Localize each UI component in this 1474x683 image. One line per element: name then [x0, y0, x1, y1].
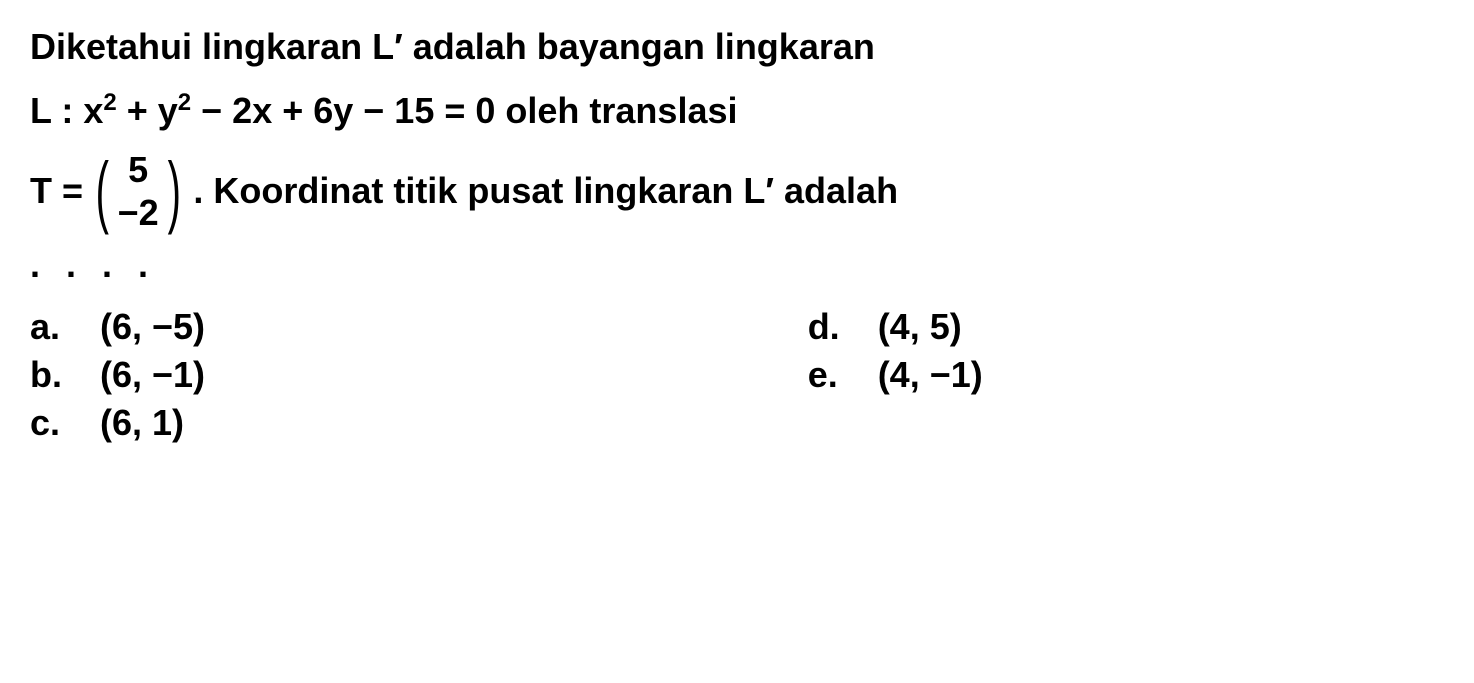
eq-sup-1: 2: [103, 89, 116, 116]
option-letter-a: a.: [30, 306, 100, 348]
option-value-b: (6, −1): [100, 354, 205, 396]
matrix-top: 5: [128, 148, 148, 191]
option-b: b. (6, −1): [30, 354, 808, 396]
t-equals: T =: [30, 164, 83, 218]
eq-prefix: L : x: [30, 90, 103, 131]
line3-suffix: . Koordinat titik pusat lingkaran L′ ada…: [193, 164, 898, 218]
question-line-2: L : x2 + y2 − 2x + 6y − 15 = 0 oleh tran…: [30, 84, 1444, 138]
ellipsis-dots: . . . .: [30, 244, 1444, 286]
question-line-3: T = ( 5 −2 ) . Koordinat titik pusat lin…: [30, 148, 1444, 234]
options-col-left: a. (6, −5) b. (6, −1) c. (6, 1): [30, 306, 808, 450]
eq-mid-1: + y: [117, 90, 178, 131]
question-line-1: Diketahui lingkaran L′ adalah bayangan l…: [30, 20, 1444, 74]
option-e: e. (4, −1): [808, 354, 1444, 396]
option-value-c: (6, 1): [100, 402, 184, 444]
option-letter-c: c.: [30, 402, 100, 444]
matrix-bottom: −2: [118, 191, 159, 234]
option-letter-b: b.: [30, 354, 100, 396]
paren-right-icon: ): [167, 155, 180, 227]
option-c: c. (6, 1): [30, 402, 808, 444]
option-letter-e: e.: [808, 354, 878, 396]
options-col-right: d. (4, 5) e. (4, −1): [808, 306, 1444, 450]
option-value-e: (4, −1): [878, 354, 983, 396]
option-d: d. (4, 5): [808, 306, 1444, 348]
option-value-d: (4, 5): [878, 306, 962, 348]
translation-matrix: ( 5 −2 ): [89, 148, 187, 234]
options-grid: a. (6, −5) b. (6, −1) c. (6, 1) d. (4, 5…: [30, 306, 1444, 450]
eq-rest: − 2x + 6y − 15 = 0 oleh translasi: [191, 90, 737, 131]
option-a: a. (6, −5): [30, 306, 808, 348]
option-value-a: (6, −5): [100, 306, 205, 348]
eq-sup-2: 2: [178, 89, 191, 116]
equation-l: L : x2 + y2 − 2x + 6y − 15 = 0 oleh tran…: [30, 90, 738, 131]
matrix-values: 5 −2: [116, 148, 161, 234]
paren-left-icon: (: [96, 155, 109, 227]
option-letter-d: d.: [808, 306, 878, 348]
